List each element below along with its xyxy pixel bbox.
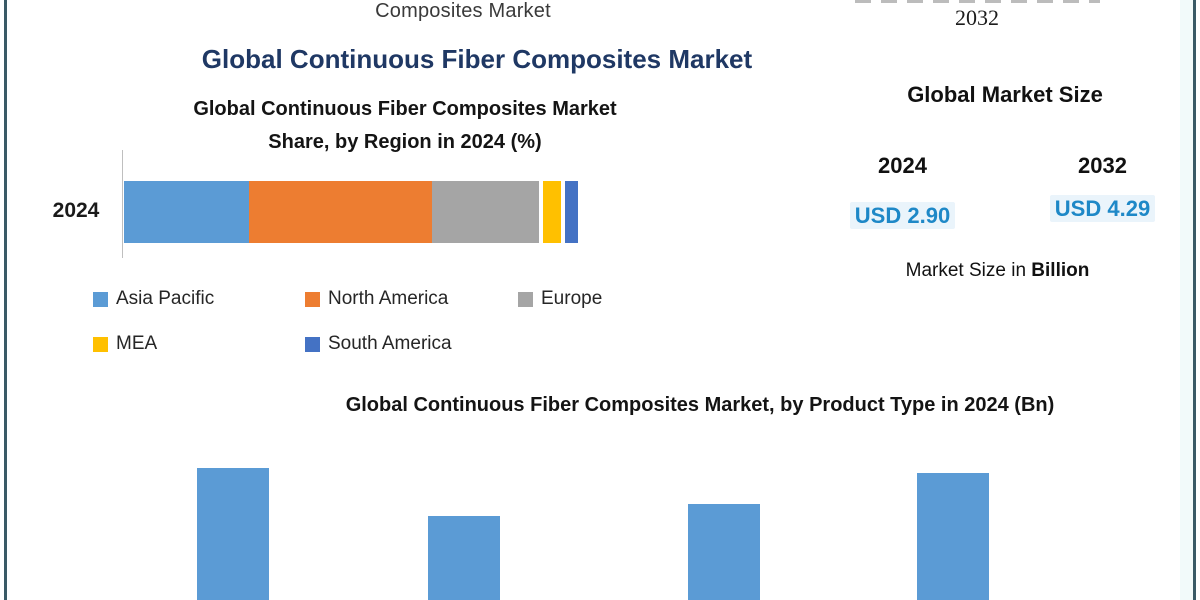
legend-item-north-america: North America (305, 288, 448, 310)
market-size-year-2024: 2024 (878, 153, 927, 178)
legend-swatch-south-america (305, 336, 320, 352)
legend-item-asia-pacific: Asia Pacific (93, 288, 214, 310)
cropped-heading-fragment (855, 0, 1100, 3)
legend-label-europe: Europe (541, 288, 603, 309)
bar-segment-mea (543, 181, 561, 243)
legend-swatch-asia-pacific (93, 291, 108, 307)
region-chart-category-label: 2024 (52, 199, 100, 222)
top-right-year: 2032 (955, 5, 999, 30)
market-size-year-2032: 2032 (1078, 153, 1127, 178)
region-chart-y-axis (122, 150, 123, 258)
legend-item-south-america: South America (305, 333, 452, 355)
bar-segment-asia-pacific (124, 181, 249, 243)
region-stacked-bar (124, 181, 578, 243)
region-chart-title: Global Continuous Fiber Composites Marke… (105, 93, 705, 159)
product-bar-2 (428, 516, 500, 600)
product-bar-3 (688, 504, 760, 600)
product-bar-4 (917, 473, 989, 600)
market-size-value-2024: USD 2.90 (820, 202, 985, 229)
legend-swatch-europe (518, 291, 533, 307)
page-border-right (1193, 0, 1196, 600)
footnote-bold: Billion (1031, 260, 1090, 281)
top-caption-tail: Composites Market (375, 0, 551, 22)
frame-tint-right (1180, 0, 1193, 600)
legend-item-europe: Europe (518, 288, 602, 310)
region-chart-legend: Asia Pacific North America Europe MEA South … (93, 288, 713, 356)
legend-label-mea: MEA (116, 333, 158, 354)
bar-segment-south-america (565, 181, 578, 243)
market-size-value-2024-text: USD 2.90 (849, 202, 956, 229)
product-bar-chart (0, 450, 1200, 600)
footnote-regular: Market Size in (905, 260, 1032, 281)
legend-item-mea: MEA (93, 333, 157, 355)
bar-segment-europe (432, 181, 539, 243)
page-title: Global Continuous Fiber Composites Marke… (201, 44, 753, 74)
legend-label-south-america: South America (328, 333, 452, 354)
legend-label-north-america: North America (328, 288, 449, 309)
legend-swatch-mea (93, 336, 108, 352)
legend-swatch-north-america (305, 291, 320, 307)
product-bar-1 (197, 468, 269, 600)
product-chart-title: Global Continuous Fiber Composites Marke… (345, 394, 1055, 416)
market-size-value-2032: USD 4.29 (1020, 195, 1185, 222)
page-border-left (4, 0, 7, 600)
market-size-title: Global Market Size (907, 82, 1103, 107)
bar-segment-north-america (249, 181, 432, 243)
region-chart-title-line2: Share, by Region in 2024 (%) (268, 131, 542, 153)
market-size-value-2032-text: USD 4.29 (1049, 195, 1156, 222)
market-size-footnote: Market Size in Billion (840, 260, 1155, 282)
region-chart-title-line1: Global Continuous Fiber Composites Marke… (193, 98, 617, 120)
legend-label-asia-pacific: Asia Pacific (116, 288, 215, 309)
